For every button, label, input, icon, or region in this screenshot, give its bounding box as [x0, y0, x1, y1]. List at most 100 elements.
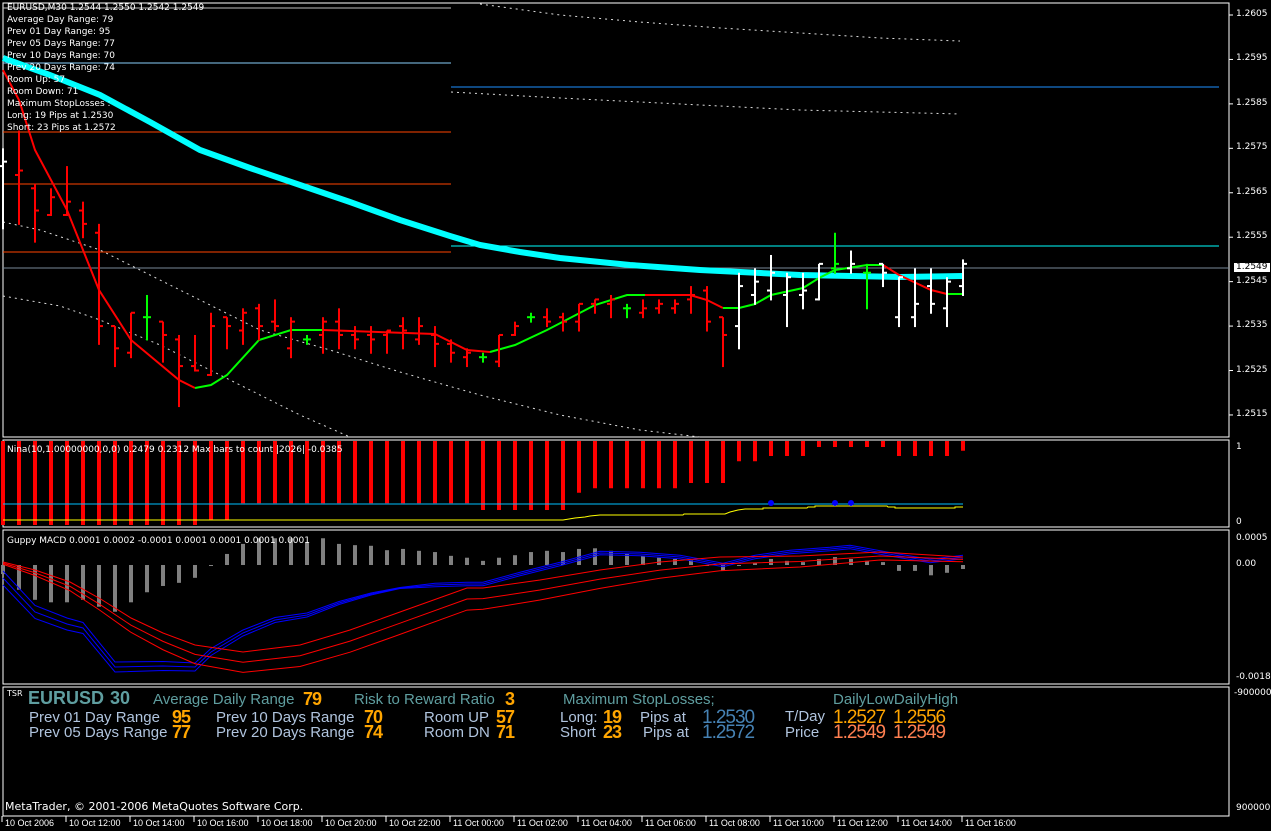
price-bar[interactable]	[751, 268, 759, 305]
price-bar[interactable]	[671, 299, 679, 314]
info-line: Prev 20 Days Range: 74	[7, 63, 115, 73]
fast-ma-line[interactable]	[2, 69, 196, 389]
price-bar[interactable]	[575, 302, 583, 332]
price-bar[interactable]	[47, 188, 55, 216]
price-bar[interactable]	[415, 317, 423, 345]
price-bar[interactable]	[847, 250, 855, 274]
price-bar[interactable]	[255, 303, 263, 341]
price-bar[interactable]	[63, 166, 71, 216]
price-bar[interactable]	[463, 348, 471, 368]
price-bar[interactable]	[431, 326, 439, 368]
envelope-band-line[interactable]	[450, 91, 961, 115]
price-bar[interactable]	[815, 262, 823, 301]
price-bar[interactable]	[767, 254, 775, 301]
fast-ma-line[interactable]	[194, 329, 323, 389]
nina-axis-max: 1	[1236, 442, 1242, 452]
envelope-band-line[interactable]	[479, 3, 961, 42]
envelope-band-line[interactable]	[2, 295, 351, 438]
price-bar[interactable]	[239, 308, 247, 345]
price-bar[interactable]	[0, 148, 7, 230]
nina-bar	[641, 441, 645, 489]
price-bar[interactable]	[367, 326, 375, 354]
macd-histogram-bar	[497, 557, 501, 565]
price-bar[interactable]	[879, 262, 887, 288]
price-bar[interactable]	[143, 294, 151, 341]
tsr-axis-top: -9000000	[1234, 688, 1271, 698]
fast-ma-line[interactable]	[322, 329, 491, 353]
price-bar[interactable]	[831, 232, 839, 274]
price-bar[interactable]	[959, 259, 967, 296]
price-bar[interactable]	[495, 333, 503, 368]
price-bar[interactable]	[783, 272, 791, 328]
nina-bar	[865, 441, 869, 447]
nina-bar	[897, 441, 901, 456]
nina-indicator	[1, 441, 965, 525]
price-bar[interactable]	[639, 299, 647, 319]
macd-histogram-bar	[113, 565, 117, 612]
price-bar[interactable]	[559, 312, 567, 332]
price-axis-label: 1.2585	[1236, 97, 1268, 108]
price-bar[interactable]	[943, 277, 951, 328]
price-bar[interactable]	[703, 286, 711, 332]
daily-low-high-header: DailyLowDailyHigh	[833, 691, 959, 708]
info-line: Room Down: 71	[7, 87, 79, 97]
price-bar[interactable]	[863, 263, 871, 310]
price-axis-label: 1.2565	[1236, 186, 1268, 197]
price-bar[interactable]	[79, 201, 87, 239]
price-bar[interactable]	[15, 130, 23, 225]
price-bar[interactable]	[383, 329, 391, 354]
price-bar[interactable]	[927, 268, 935, 314]
price-bar[interactable]	[287, 317, 295, 359]
price-bar[interactable]	[895, 276, 903, 328]
guppy-macd-indicator	[1, 538, 965, 673]
price-bar[interactable]	[399, 317, 407, 350]
nina-bar	[33, 441, 37, 525]
macd-histogram-bar	[625, 553, 629, 565]
price-bar[interactable]	[111, 325, 119, 368]
slow-ema-line[interactable]	[1, 55, 964, 281]
price-bar[interactable]	[319, 317, 327, 354]
price-bar[interactable]	[351, 326, 359, 350]
price-bar[interactable]	[223, 316, 231, 350]
price-bar[interactable]	[159, 320, 167, 363]
price-bar[interactable]	[799, 272, 807, 310]
time-axis-label: 11 Oct 06:00	[645, 818, 696, 828]
macd-histogram-bar	[641, 555, 645, 565]
price-bar[interactable]	[527, 312, 535, 323]
price-bar[interactable]	[447, 339, 455, 363]
price-bar[interactable]	[623, 303, 631, 319]
price-bar[interactable]	[719, 316, 727, 368]
price-bar[interactable]	[735, 272, 743, 350]
fast-ma-line[interactable]	[645, 294, 724, 309]
price-bar[interactable]	[655, 299, 663, 314]
price-bar[interactable]	[591, 298, 599, 314]
fast-ma-line[interactable]	[489, 294, 645, 353]
price-bar[interactable]	[303, 334, 311, 345]
macd-histogram-bar	[193, 565, 197, 578]
price-bar[interactable]	[511, 321, 519, 336]
macd-histogram-bar	[129, 565, 133, 603]
price-label: Price	[785, 724, 820, 741]
price-bar[interactable]	[207, 312, 215, 376]
price-bar[interactable]	[31, 183, 39, 243]
info-line: Room Up: 57	[7, 75, 66, 85]
nina-bar	[817, 441, 821, 447]
price-bar[interactable]	[911, 268, 919, 328]
price-bar[interactable]	[95, 223, 103, 345]
price-bar[interactable]	[335, 308, 343, 350]
price-bar[interactable]	[479, 352, 487, 363]
price-bar[interactable]	[127, 311, 135, 359]
envelope-band-line[interactable]	[2, 221, 701, 438]
price-bar[interactable]	[607, 294, 615, 319]
price-bar[interactable]	[271, 299, 279, 332]
price-bar[interactable]	[687, 286, 695, 314]
time-axis-label: 10 Oct 12:00	[69, 818, 121, 828]
guppy-fast-line	[2, 548, 964, 673]
price-bar[interactable]	[543, 308, 551, 328]
price-bar[interactable]	[191, 334, 199, 372]
price-bar[interactable]	[175, 334, 183, 408]
tsr-period: 30	[110, 688, 131, 708]
macd-histogram-bar	[753, 562, 757, 565]
macd-histogram-bar	[945, 565, 949, 573]
